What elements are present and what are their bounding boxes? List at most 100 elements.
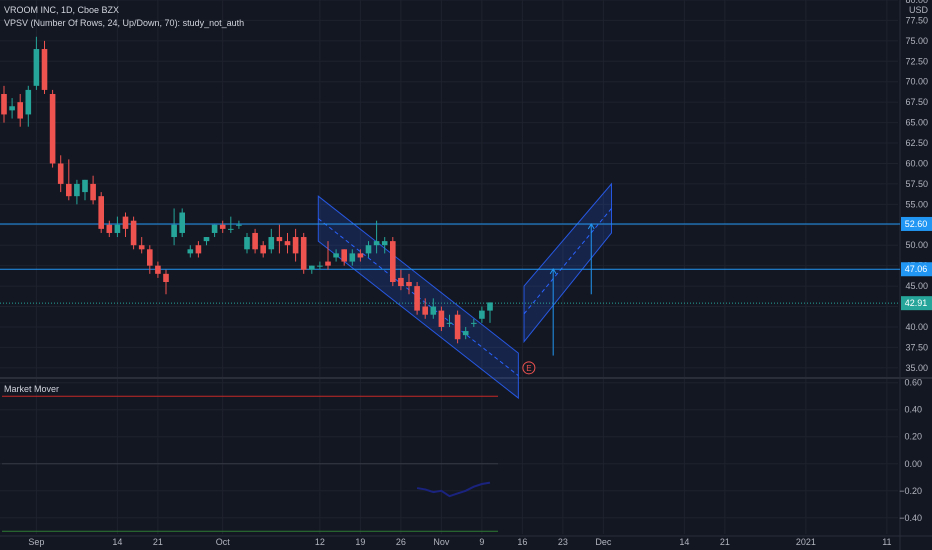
candle-body	[244, 237, 250, 250]
price-tick-label: 40.00	[905, 322, 928, 332]
candle[interactable]	[349, 249, 356, 266]
candle[interactable]	[155, 261, 161, 278]
candle[interactable]	[9, 98, 15, 119]
time-tick-label: 16	[517, 537, 527, 547]
candle[interactable]	[292, 228, 299, 262]
time-tick-label: 21	[153, 537, 163, 547]
candle-body	[276, 237, 283, 242]
candle-body	[357, 253, 364, 258]
candle[interactable]	[454, 310, 461, 344]
study-legend[interactable]: VPSV (Number Of Rows, 24, Up/Down, 70): …	[4, 18, 245, 28]
candles-series[interactable]	[1, 36, 493, 344]
candle[interactable]	[203, 237, 210, 246]
candle[interactable]	[90, 175, 96, 205]
candle[interactable]	[163, 269, 169, 295]
candle[interactable]	[462, 326, 469, 340]
candle-body	[25, 89, 32, 115]
candle[interactable]	[333, 249, 339, 262]
candle[interactable]	[309, 265, 315, 274]
candle[interactable]	[244, 232, 250, 254]
candle[interactable]	[381, 237, 388, 254]
candle[interactable]	[446, 314, 453, 327]
candle[interactable]	[260, 241, 266, 258]
candle[interactable]	[252, 228, 258, 254]
symbol-title[interactable]: VROOM INC, 1D, Cboe BZX	[4, 5, 120, 15]
candle[interactable]	[357, 249, 364, 262]
candle[interactable]	[171, 208, 177, 246]
candle[interactable]	[268, 228, 275, 254]
time-tick-label: Oct	[216, 537, 231, 547]
candle[interactable]	[74, 179, 80, 205]
time-tick-label: 23	[558, 537, 568, 547]
candle[interactable]	[17, 94, 23, 127]
candle-body	[114, 224, 121, 233]
candle[interactable]	[414, 282, 420, 315]
candle[interactable]	[25, 85, 32, 127]
candle[interactable]	[33, 36, 40, 90]
candle[interactable]	[122, 212, 129, 238]
lower-pane-axis[interactable]: 0.60 0.40 0.20 0.00 −0.20 −0.40	[899, 378, 922, 523]
price-tick-label: 35.00	[905, 363, 928, 373]
market-mover-title[interactable]: Market Mover	[4, 384, 60, 394]
candle[interactable]	[365, 241, 372, 258]
candle[interactable]	[57, 155, 64, 193]
candle[interactable]	[284, 232, 291, 254]
candle-body	[462, 331, 469, 336]
parallel-channel[interactable]	[523, 182, 612, 344]
candle[interactable]	[114, 216, 121, 238]
candle[interactable]	[187, 245, 194, 258]
candle-body	[341, 249, 347, 262]
candle[interactable]	[147, 245, 153, 274]
candle[interactable]	[130, 216, 137, 250]
time-axis[interactable]: Sep 14 21 Oct 12 19 26 Nov 9 16 23 Dec 14 21 2021 11	[28, 537, 891, 547]
candle[interactable]	[487, 302, 493, 323]
candle[interactable]	[479, 306, 485, 323]
market-mover-pane[interactable]	[2, 395, 498, 532]
candle-body	[292, 237, 299, 254]
candle[interactable]	[98, 192, 104, 233]
candle-body	[398, 277, 404, 287]
candle[interactable]	[430, 298, 437, 319]
candle[interactable]	[325, 241, 331, 270]
candle[interactable]	[138, 237, 145, 254]
candle[interactable]	[236, 220, 242, 229]
time-tick-label: 12	[315, 537, 325, 547]
candle[interactable]	[276, 224, 283, 254]
candle[interactable]	[390, 237, 396, 287]
candle[interactable]	[300, 232, 307, 274]
candle-body	[422, 306, 428, 315]
candle-body	[1, 94, 7, 115]
candle[interactable]	[211, 224, 218, 238]
candle-body	[365, 245, 372, 254]
candle-body	[98, 196, 104, 229]
channel-midline[interactable]	[523, 208, 612, 315]
candle-body	[471, 322, 477, 324]
candle[interactable]	[422, 298, 428, 319]
candle[interactable]	[373, 220, 380, 254]
candle[interactable]	[471, 318, 477, 327]
market-mover-line[interactable]	[416, 481, 491, 498]
candle[interactable]	[41, 40, 48, 94]
candle[interactable]	[195, 241, 202, 258]
candle[interactable]	[82, 179, 88, 201]
candle[interactable]	[438, 306, 445, 332]
hline-price-label-bg	[901, 262, 932, 277]
candle[interactable]	[49, 89, 56, 168]
candle[interactable]	[341, 249, 347, 266]
candle[interactable]	[1, 85, 7, 123]
time-tick-label: 26	[396, 537, 406, 547]
candle[interactable]	[228, 216, 234, 233]
candle[interactable]	[106, 220, 113, 238]
price-tick-label: 50.00	[905, 240, 928, 250]
candle-body	[381, 241, 388, 246]
candle[interactable]	[317, 261, 323, 270]
candle[interactable]	[179, 208, 185, 238]
candle[interactable]	[66, 159, 72, 201]
last-price-label-bg	[901, 296, 932, 311]
candle[interactable]	[219, 220, 226, 233]
earnings-event-marker[interactable]	[522, 361, 536, 375]
candle[interactable]	[398, 269, 404, 291]
candle[interactable]	[406, 273, 412, 295]
